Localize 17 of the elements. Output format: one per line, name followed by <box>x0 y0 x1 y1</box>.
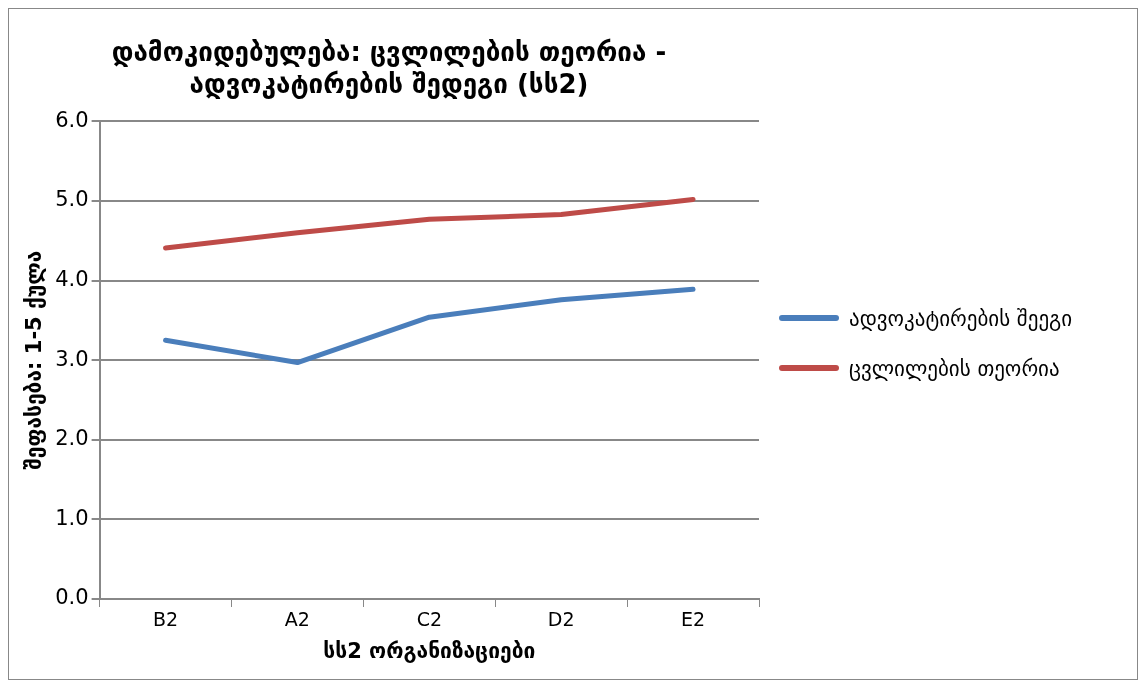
x-tick-label: B2 <box>152 608 179 631</box>
y-tick-label: 6.0 <box>55 107 89 132</box>
x-tick-label: C2 <box>416 608 442 631</box>
y-axis-title: შეფასება: 1-5 ქულა <box>22 250 47 470</box>
y-tick-label: 0.0 <box>55 585 89 610</box>
y-tick-label: 4.0 <box>55 267 89 292</box>
legend-label: ადვოკატირების შეეგი <box>849 306 1073 333</box>
y-tick-label: 5.0 <box>55 187 89 212</box>
y-tick-label: 3.0 <box>55 346 89 371</box>
y-tick-label: 1.0 <box>55 505 89 530</box>
x-tick-label: D2 <box>547 608 575 631</box>
x-tick-label: E2 <box>681 608 706 631</box>
x-axis-title: სს2 ორგანიზაციები <box>323 638 536 663</box>
chart-title: დამოკიდებულება: ცვლილების თეორია - ადვოკატირების შედეგი (სს2) <box>111 37 667 99</box>
y-tick-label: 2.0 <box>55 426 89 451</box>
x-tick-label: A2 <box>284 608 310 631</box>
legend-label: ცვლილების თეორია <box>849 356 1060 383</box>
